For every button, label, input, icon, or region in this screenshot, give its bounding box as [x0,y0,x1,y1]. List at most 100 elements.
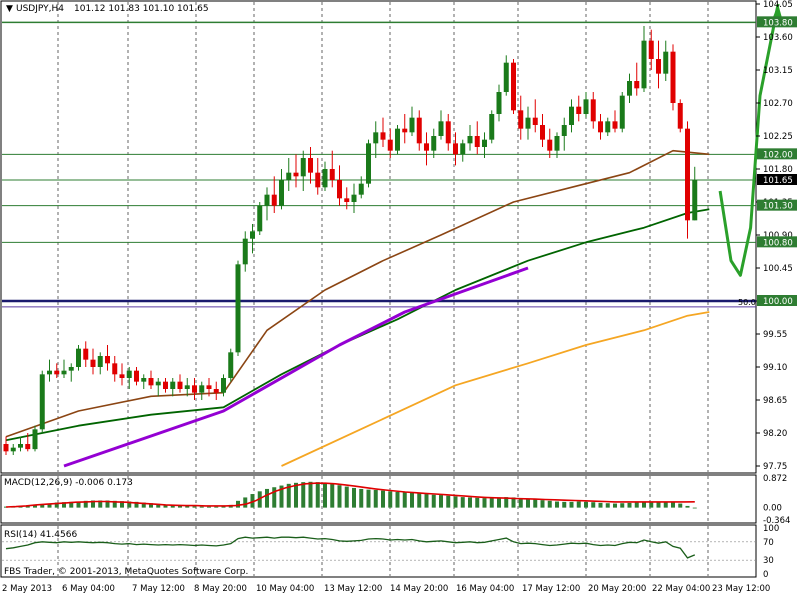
macd-bar-69 [504,497,509,508]
macd-bar-12 [91,500,95,508]
macd-bar-93 [678,503,683,508]
candle-body-94 [685,128,690,221]
macd-bar-75 [547,500,552,508]
macd-bar-28 [207,506,211,508]
macd-bar-83 [605,503,610,508]
macd-bar-16 [120,501,124,508]
price-label-bg-1 [757,148,797,160]
macd-bar-45 [330,483,335,508]
macd-bar-92 [671,502,675,508]
candle-body-44 [322,169,328,188]
macd-bar-80 [584,501,588,508]
time-label-8: 17 May 12:00 [522,584,580,594]
candle-body-69 [503,62,509,92]
copyright-label: FBS Trader, © 2001-2013, MetaQuotes Soft… [4,567,248,577]
macd-bar-82 [598,502,603,508]
price-label-bg-0 [757,16,797,28]
macd-bar-15 [112,500,117,508]
macd-bar-61 [446,495,451,508]
macd-tick-label-0: 0.872 [763,474,787,484]
candle-body-39 [286,172,292,180]
candle-body-46 [337,180,342,199]
candle-body-32 [235,264,241,353]
header-arrow-icon[interactable]: ▼ [6,4,13,14]
candle-body-70 [511,62,516,111]
price-label-bg-4 [757,236,797,248]
macd-bar-87 [634,502,639,508]
rsi-label: RSI(14) 41.4566 [4,530,77,540]
macd-bar-11 [83,500,88,508]
macd-bar-77 [562,501,567,508]
candle-body-76 [554,136,560,151]
macd-bar-19 [141,502,146,508]
time-label-5: 13 May 12:00 [324,584,382,594]
candle-body-45 [329,169,335,180]
candle-body-72 [525,117,531,129]
macd-bar-73 [533,499,538,508]
price-pane[interactable] [0,0,757,474]
macd-bar-29 [214,506,219,508]
macd-bar-10 [76,501,81,508]
candle-body-78 [569,106,574,125]
macd-bar-47 [344,486,349,508]
candle-body-33 [242,238,248,265]
candle-body-27 [199,385,205,393]
macd-bar-56 [410,492,414,508]
price-label-2: 101.65 [763,176,793,186]
rsi-tick-label-1: 70 [763,538,774,548]
candle-body-80 [583,99,589,114]
macd-bar-36 [265,488,269,508]
candle-body-10 [76,348,81,367]
macd-bar-81 [591,502,596,508]
candle-body-5 [39,374,45,430]
macd-bar-68 [497,497,501,508]
price-axis: 104.05103.60103.15102.70102.25101.80101.… [756,0,797,472]
candle-body-66 [482,139,487,147]
candle-body-6 [47,370,52,375]
candle-body-36 [264,194,270,206]
candle-body-1 [10,447,16,452]
moving-averages [5,149,710,468]
rsi-pane[interactable] [0,524,757,578]
candle-body-11 [83,348,89,360]
macd-bar-54 [395,492,400,508]
macd-bar-30 [221,506,226,508]
rsi-line [5,536,696,559]
candle-body-59 [431,136,437,151]
time-label-1: 6 May 04:00 [62,584,115,594]
macd-bar-42 [308,481,313,508]
macd-bar-26 [192,506,197,508]
horizontal-levels [2,21,756,308]
ma-orange-line [281,311,710,467]
candle-body-86 [627,81,632,96]
candle-body-31 [228,352,234,378]
macd-bar-7 [54,502,59,508]
time-label-4: 10 May 04:00 [256,584,314,594]
price-label-0: 103.80 [763,18,793,28]
macd-bar-63 [460,497,465,508]
macd-bar-5 [40,504,45,508]
price-tick-label-10: 99.55 [763,330,787,340]
candle-body-12 [90,359,96,367]
candle-body-73 [532,117,538,125]
rsi-indicator: 100 70 30 0 [2,524,779,580]
candle-body-85 [619,95,625,129]
candle-body-61 [445,121,451,144]
macd-bar-43 [315,482,320,508]
candle-body-40 [293,172,299,177]
candle-body-57 [416,117,422,144]
price-label-bg-5 [757,295,797,306]
candle-body-64 [467,136,473,144]
candle-body-63 [460,143,466,155]
ma-green-line [5,208,710,442]
macd-bar-41 [301,482,306,508]
candle-body-54 [395,128,400,151]
time-axis: 2 May 2013 6 May 04:00 7 May 12:00 8 May 20… [2,584,770,594]
macd-pane[interactable] [0,474,757,524]
macd-bar-44 [323,482,327,508]
candle-body-30 [221,378,226,393]
candle-body-26 [192,385,197,393]
fib-label: 50.0 [738,298,756,307]
macd-bar-46 [337,485,342,508]
